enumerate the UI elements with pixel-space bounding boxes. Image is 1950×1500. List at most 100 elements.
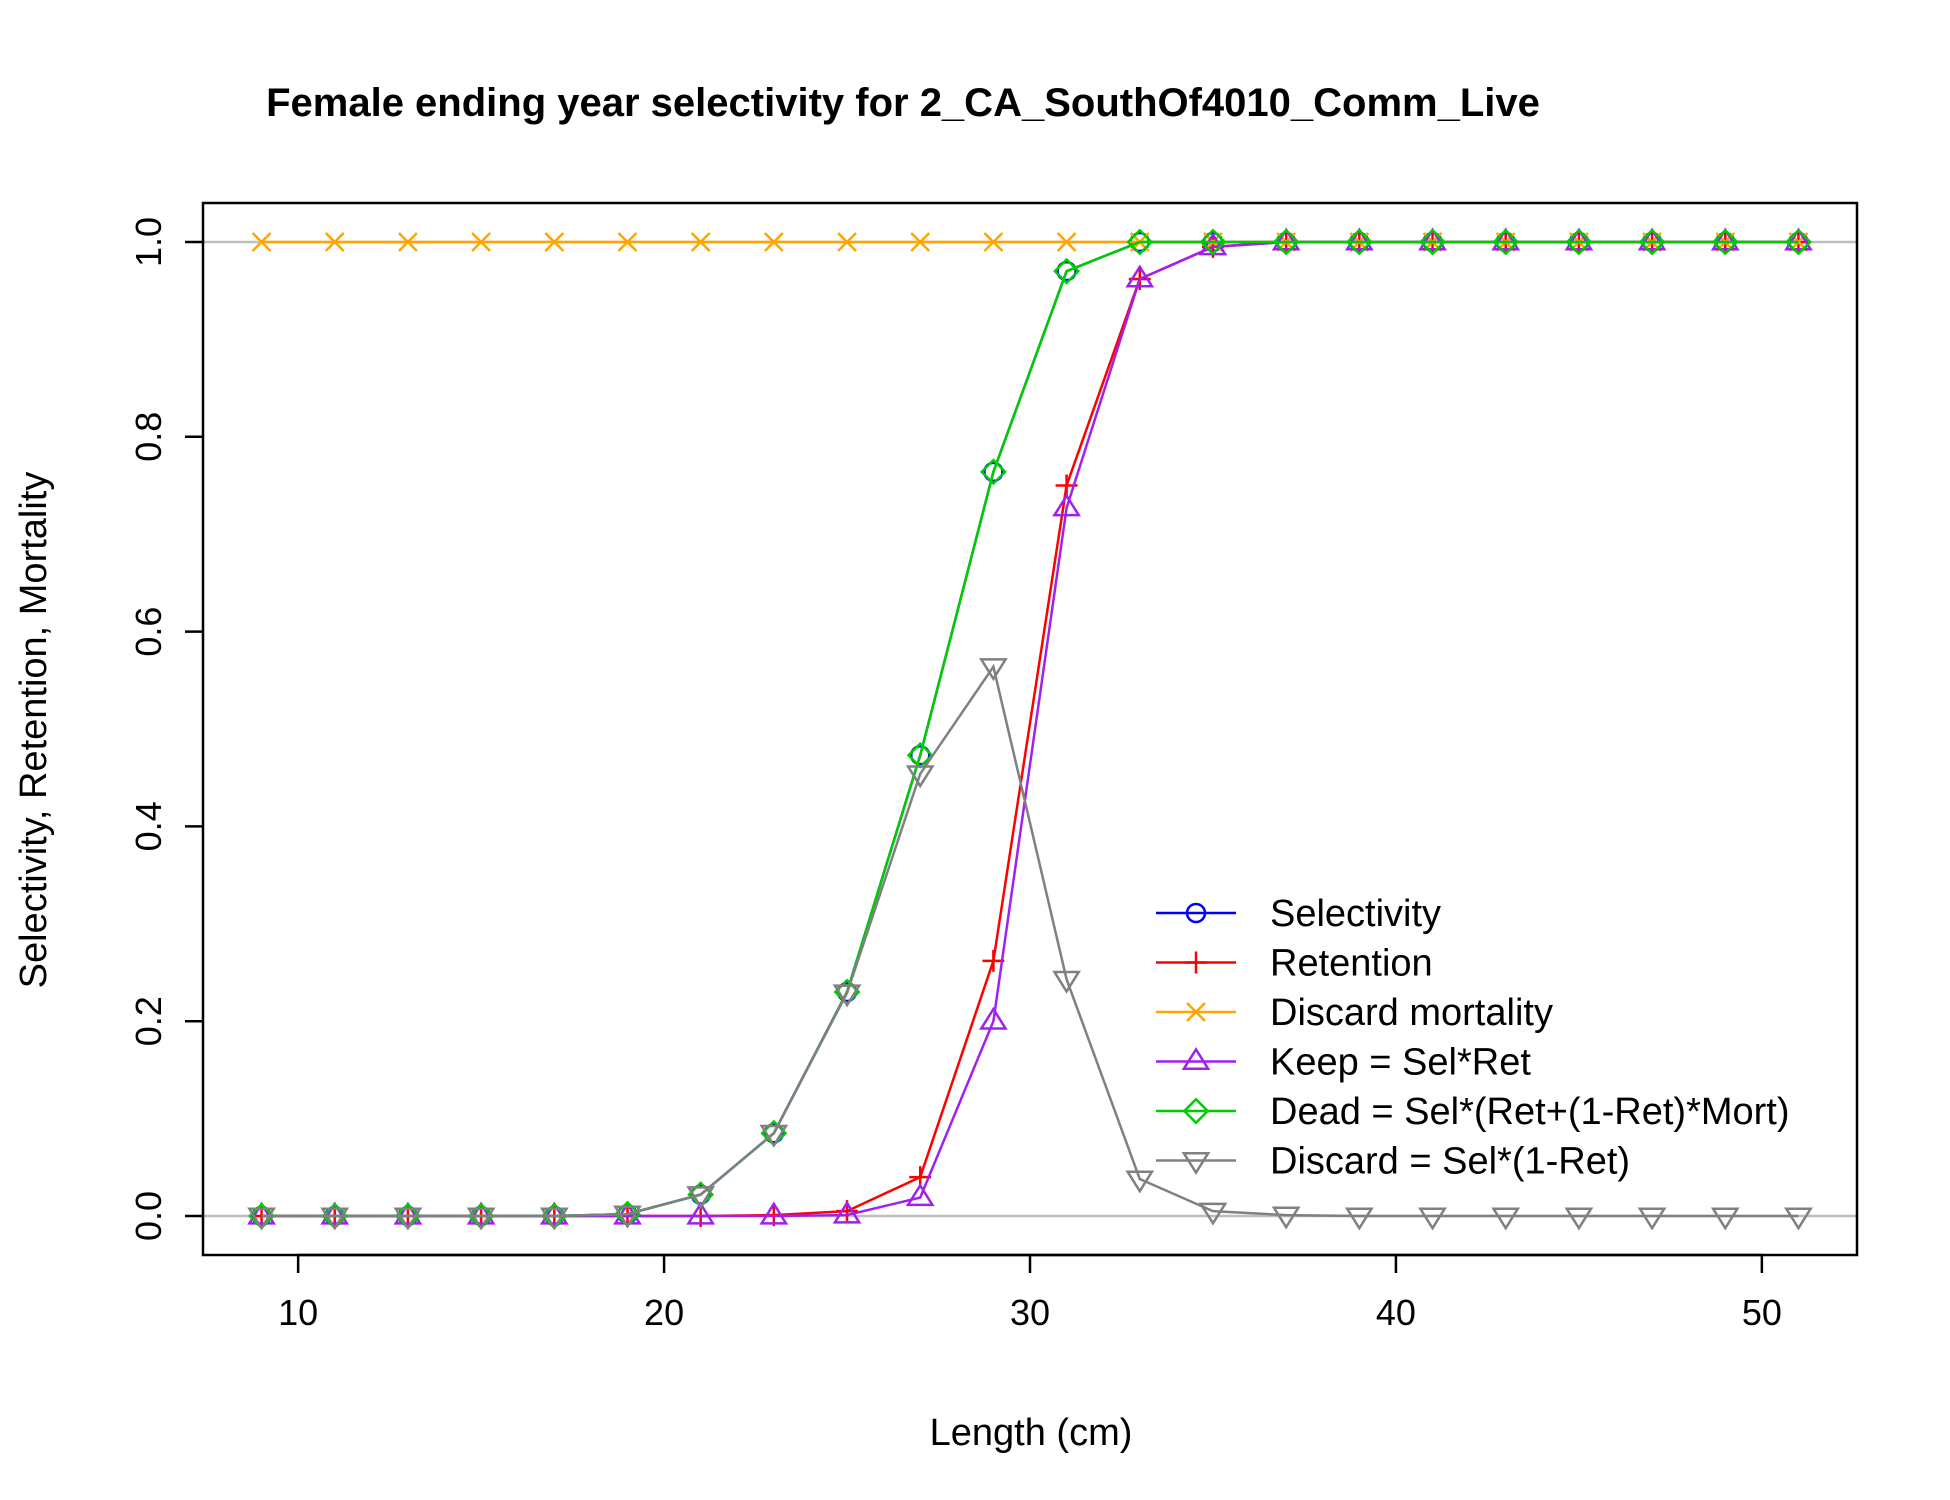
data-point — [905, 1183, 935, 1207]
data-point — [393, 1207, 423, 1231]
legend-item: Keep = Sel*Ret — [1156, 1042, 1531, 1084]
data-point — [1419, 228, 1446, 256]
legend-marker — [1182, 1097, 1210, 1125]
data-point — [1564, 227, 1594, 251]
data-point — [1053, 257, 1081, 285]
legend-marker — [1186, 1002, 1206, 1022]
data-point — [324, 232, 345, 252]
data-point — [759, 1201, 789, 1225]
data-point — [1126, 228, 1154, 256]
y-tick-label: 0.6 — [128, 607, 169, 657]
x-tick-label: 20 — [644, 1292, 684, 1333]
data-point — [1272, 228, 1300, 256]
data-point — [1052, 493, 1081, 517]
y-tick-label: 0.0 — [128, 1191, 169, 1241]
data-point — [982, 949, 1005, 972]
series-line — [261, 663, 1799, 1218]
data-point — [544, 232, 565, 252]
series-line — [261, 240, 1799, 1218]
legend-item: Discard = Sel*(1-Ret) — [1156, 1141, 1630, 1183]
y-axis-label: Selectivity, Retention, Mortality — [13, 472, 55, 989]
data-point — [837, 232, 857, 252]
x-tick-label: 10 — [278, 1292, 318, 1333]
data-point — [471, 232, 491, 252]
legend-item: Selectivity — [1156, 893, 1441, 935]
y-tick-label: 0.8 — [128, 412, 169, 462]
data-point — [690, 232, 711, 252]
series-1 — [250, 230, 1810, 1228]
legend-label: Retention — [1270, 943, 1433, 985]
legend-label: Keep = Sel*Ret — [1270, 1042, 1531, 1084]
data-point — [247, 1207, 276, 1231]
legend-marker — [1185, 902, 1207, 924]
data-point — [1418, 227, 1447, 251]
legend-marker — [1185, 951, 1207, 974]
data-point — [983, 232, 1004, 252]
data-point — [320, 1207, 350, 1231]
data-point — [1564, 1207, 1594, 1231]
data-point — [1710, 227, 1740, 251]
legend-marker — [1181, 1151, 1211, 1176]
data-point — [1492, 228, 1520, 256]
y-tick-label: 0.4 — [128, 801, 169, 851]
data-point — [909, 745, 931, 766]
data-point — [1125, 264, 1155, 288]
data-point — [763, 232, 784, 252]
data-point — [539, 1207, 569, 1231]
data-point — [1784, 1207, 1813, 1231]
data-point — [1711, 228, 1739, 256]
data-point — [1491, 227, 1521, 251]
data-point — [617, 232, 638, 252]
data-point — [539, 1201, 569, 1225]
data-point — [1418, 1207, 1447, 1231]
x-tick-label: 40 — [1376, 1292, 1416, 1333]
legend-label: Discard = Sel*(1-Ret) — [1270, 1141, 1630, 1183]
data-point — [466, 1207, 496, 1231]
data-point — [1271, 227, 1301, 251]
data-point — [1491, 1207, 1521, 1231]
data-point — [979, 658, 1008, 682]
legend-marker — [1181, 1046, 1211, 1071]
series-layer — [247, 227, 1813, 1231]
data-point — [832, 984, 862, 1008]
data-point — [686, 1201, 716, 1225]
data-point — [979, 458, 1007, 486]
data-point — [247, 1201, 276, 1225]
data-point — [1345, 228, 1373, 256]
data-point — [613, 1205, 642, 1229]
data-point — [466, 1201, 496, 1225]
data-point — [1784, 227, 1813, 251]
data-point — [1198, 1202, 1228, 1226]
x-tick-label: 30 — [1010, 1292, 1050, 1333]
x-axis-label: Length (cm) — [930, 1412, 1133, 1454]
data-point — [979, 1006, 1008, 1030]
data-point — [1199, 228, 1227, 256]
data-point — [910, 232, 931, 252]
data-point — [1637, 1207, 1667, 1231]
data-point — [251, 232, 272, 252]
legend-label: Selectivity — [1270, 893, 1441, 935]
data-point — [1271, 1206, 1301, 1230]
data-point — [1344, 1207, 1374, 1231]
legend-label: Discard mortality — [1270, 992, 1553, 1034]
data-point — [1638, 228, 1666, 256]
data-point — [686, 1186, 716, 1210]
legend-label: Dead = Sel*(Ret+(1-Ret)*Mort) — [1270, 1091, 1790, 1133]
y-axis: 0.0 0.2 0.4 0.6 0.8 1.0 — [128, 217, 203, 1241]
data-point — [1056, 260, 1077, 282]
data-point — [905, 765, 935, 789]
data-point — [1052, 970, 1081, 994]
x-axis: 10 20 30 40 50 — [278, 1253, 1782, 1333]
data-point — [320, 1201, 350, 1225]
y-tick-label: 1.0 — [128, 217, 169, 267]
data-point — [393, 1201, 423, 1225]
data-point — [832, 1200, 862, 1224]
legend-item: Dead = Sel*(Ret+(1-Ret)*Mort) — [1156, 1091, 1790, 1133]
data-point — [1710, 1207, 1740, 1231]
series-5 — [247, 658, 1813, 1231]
y-tick-label: 0.2 — [128, 996, 169, 1046]
data-point — [1056, 232, 1077, 252]
data-point — [1344, 227, 1374, 251]
data-point — [759, 1124, 789, 1148]
